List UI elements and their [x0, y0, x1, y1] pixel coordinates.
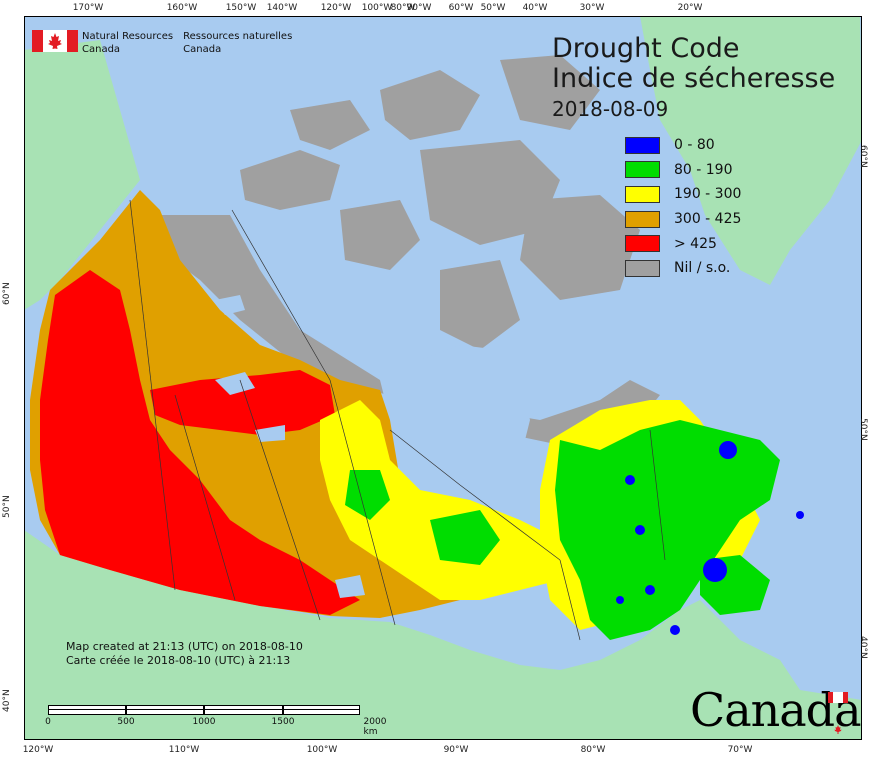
- legend-swatch: [625, 185, 660, 203]
- legend-swatch: [625, 259, 660, 277]
- lat-label-right: 60°N: [858, 145, 868, 168]
- legend-label: 0 - 80: [674, 137, 715, 154]
- lat-label-left: 60°N: [2, 282, 12, 305]
- lon-label-top: 20°W: [677, 3, 703, 13]
- legend: 0 - 80 80 - 190 190 - 300 300 - 425 > 425 Nil…: [625, 133, 741, 281]
- canada-flag-icon: [32, 30, 78, 52]
- drought-zone-80-190-ontario2: [430, 510, 500, 565]
- lat-label-left: 40°N: [2, 689, 12, 712]
- legend-item: > 425: [625, 231, 741, 256]
- agency-name-en: Natural Resources Canada: [82, 30, 173, 56]
- legend-swatch: [625, 136, 660, 154]
- map-date: 2018-08-09: [552, 97, 669, 121]
- united-states: [24, 530, 862, 740]
- scale-segment: [283, 705, 360, 715]
- arctic-islands-nil: [240, 55, 640, 350]
- legend-swatch: [625, 210, 660, 228]
- lon-label-bottom: 120°W: [22, 745, 54, 755]
- legend-swatch: [625, 161, 660, 179]
- scale-label: 1000: [192, 717, 216, 727]
- map-credit: Map created at 21:13 (UTC) on 2018-08-10…: [66, 640, 303, 668]
- lon-label-top: 170°W: [72, 3, 104, 13]
- hudson-bay: [380, 345, 530, 480]
- canada-wordmark: Canada: [690, 683, 862, 737]
- lon-label-top: 30°W: [579, 3, 605, 13]
- drought-zone-0-80: [616, 441, 804, 635]
- credit-en: Map created at 21:13 (UTC) on 2018-08-10: [66, 640, 303, 653]
- lon-label-top: 140°W: [266, 3, 298, 13]
- agency-name-en-line2: Canada: [82, 44, 121, 55]
- lon-label-bottom: 100°W: [306, 745, 338, 755]
- legend-label: Nil / s.o.: [674, 260, 731, 277]
- lon-label-top: 120°W: [320, 3, 352, 13]
- province-borders: [129, 199, 666, 641]
- legend-label: 300 - 425: [674, 211, 742, 228]
- legend-label: 80 - 190: [674, 161, 733, 178]
- drought-zone-190-300-central: [320, 400, 590, 600]
- agency-name-fr-line1: Ressources naturelles: [183, 31, 293, 42]
- scale-label: 2000 km: [363, 717, 387, 737]
- agency-name-fr: Ressources naturelles Canada: [183, 30, 292, 56]
- agency-signature: Natural Resources Canada Ressources natu…: [32, 30, 292, 56]
- scale-label: 0: [45, 717, 51, 727]
- legend-item: 190 - 300: [625, 182, 741, 207]
- drought-zone-80-190-ontario: [345, 470, 390, 520]
- lon-label-top: 60°W: [448, 3, 474, 13]
- scale-segment: [126, 705, 204, 715]
- lat-label-left: 50°N: [2, 495, 12, 518]
- lon-label-bottom: 110°W: [168, 745, 200, 755]
- scale-segment: [48, 705, 126, 715]
- scale-label: 500: [117, 717, 135, 727]
- lon-label-top: 160°W: [166, 3, 198, 13]
- legend-item: 80 - 190: [625, 158, 741, 183]
- drought-zone-80-190-quebec: [555, 420, 780, 640]
- wordmark-flag-icon: [828, 692, 848, 734]
- lakes: [215, 295, 505, 640]
- lon-label-top: 50°W: [480, 3, 506, 13]
- lat-label-right: 40°N: [858, 636, 868, 659]
- scale-segment: [204, 705, 283, 715]
- scale-label: 1500: [271, 717, 295, 727]
- legend-item: 300 - 425: [625, 207, 741, 232]
- legend-label: > 425: [674, 235, 717, 252]
- alaska: [24, 40, 140, 310]
- lon-label-bottom: 90°W: [443, 745, 469, 755]
- lon-label-bottom: 80°W: [580, 745, 606, 755]
- legend-item: 0 - 80: [625, 133, 741, 158]
- agency-name-en-line1: Natural Resources: [82, 31, 174, 42]
- lon-label-bottom: 70°W: [727, 745, 753, 755]
- lon-label-top: 150°W: [225, 3, 257, 13]
- lat-label-right: 50°N: [858, 418, 868, 441]
- lon-label-top: 90°W: [406, 3, 432, 13]
- credit-fr: Carte créée le 2018-08-10 (UTC) à 21:13: [66, 654, 291, 667]
- agency-name-fr-line2: Canada: [183, 44, 222, 55]
- map-title: Drought Code Indice de sécheresse 2018-0…: [552, 34, 835, 122]
- greenland: [640, 16, 862, 285]
- legend-swatch: [625, 235, 660, 253]
- scale-midline: [48, 709, 360, 710]
- lon-label-top: 40°W: [522, 3, 548, 13]
- drought-zone-gt425-west: [40, 270, 360, 615]
- title-en: Drought Code: [552, 33, 740, 64]
- drought-zone-gt425-north: [150, 370, 335, 435]
- title-fr: Indice de sécheresse: [552, 63, 836, 94]
- lon-label-top: 100°W: [361, 3, 393, 13]
- legend-item: Nil / s.o.: [625, 256, 741, 281]
- legend-label: 190 - 300: [674, 186, 742, 203]
- lon-label-top: 80°W: [390, 3, 416, 13]
